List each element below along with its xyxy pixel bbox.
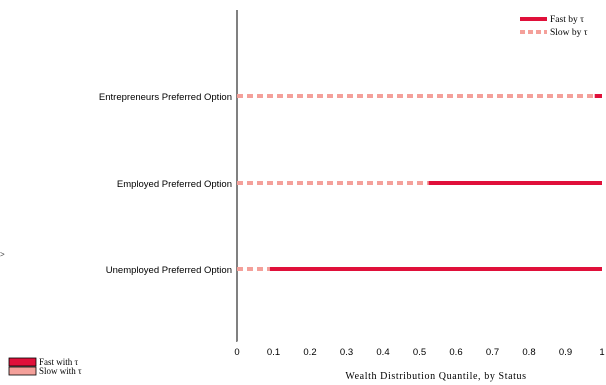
category-labels: Entrepreneurs Preferred Option Employed P…	[99, 92, 232, 276]
x-axis-label: Wealth Distribution Quantile, by Status	[345, 371, 526, 382]
x-tick-label: 0.2	[303, 347, 316, 358]
legend-fast-label: Fast by τ	[550, 15, 584, 25]
edge-mark: >	[0, 250, 5, 259]
category-label: Employed Preferred Option	[117, 179, 232, 190]
secondary-legend-fast-swatch	[8, 357, 37, 367]
x-tick-label: 0	[234, 347, 239, 358]
legend: Fast by τ Slow by τ	[520, 15, 588, 38]
x-tick-label: 0.8	[522, 347, 535, 358]
series-layer	[237, 94, 602, 271]
x-tick-label: 0.7	[486, 347, 499, 358]
x-tick-label: 0.4	[376, 347, 389, 358]
x-tick-label: 0.3	[340, 347, 353, 358]
secondary-legend-slow-label: Slow with τ	[39, 366, 82, 376]
secondary-legend: Fast with τ Slow with τ	[8, 357, 82, 376]
category-label: Unemployed Preferred Option	[106, 265, 232, 276]
x-tick-label: 1	[599, 347, 604, 358]
category-label: Entrepreneurs Preferred Option	[99, 92, 232, 103]
x-tick-labels: 0 0.1 0.2 0.3 0.4 0.5 0.6 0.7 0.8 0.9 1	[234, 347, 604, 358]
x-tick-label: 0.6	[449, 347, 462, 358]
x-tick-label: 0.9	[559, 347, 572, 358]
secondary-legend-slow-swatch	[8, 366, 37, 376]
secondary-legend-fast-label: Fast with τ	[39, 357, 79, 367]
x-tick-label: 0.1	[267, 347, 280, 358]
legend-slow-label: Slow by τ	[550, 28, 588, 38]
x-tick-label: 0.5	[413, 347, 426, 358]
